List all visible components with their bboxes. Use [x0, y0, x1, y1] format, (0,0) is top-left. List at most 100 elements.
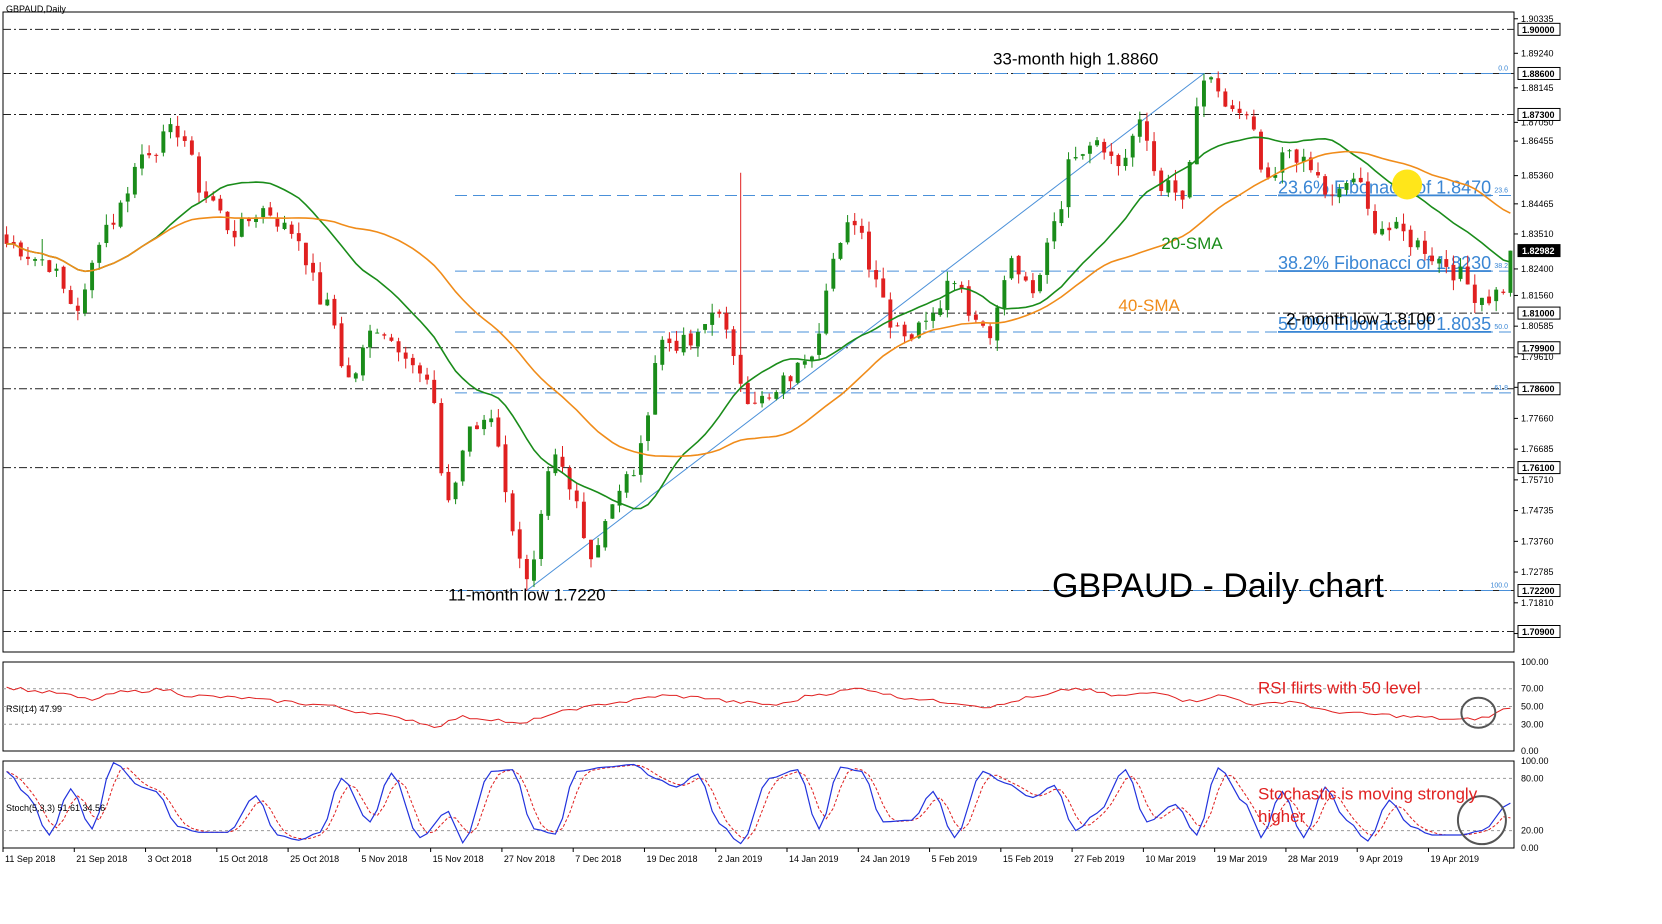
- candle-body: [603, 521, 608, 548]
- candle-body: [838, 242, 843, 259]
- time-tick-label: 5 Nov 2018: [361, 854, 407, 864]
- candle-body: [254, 217, 258, 223]
- fib-ratio-label: 50.0: [1494, 324, 1508, 331]
- fib-callout: 23.6% Fibonacci of 1.8470: [1278, 177, 1491, 197]
- candle-body: [1351, 178, 1356, 183]
- candle-body: [1002, 280, 1007, 309]
- time-tick-label: 25 Oct 2018: [290, 854, 339, 864]
- candle-body: [795, 362, 800, 383]
- candle-body: [1123, 157, 1128, 167]
- price-level-label: 1.82982: [1522, 246, 1555, 256]
- candle-body: [425, 374, 430, 380]
- candle-body: [1059, 209, 1064, 224]
- candle-body: [389, 337, 394, 341]
- candle-body: [225, 211, 230, 231]
- candle-body: [132, 166, 137, 195]
- candle-body: [211, 196, 216, 201]
- candle-body: [1244, 114, 1249, 116]
- candle-body: [845, 222, 850, 243]
- sma40-line: [6, 150, 1511, 458]
- candle-body: [1394, 221, 1399, 229]
- candle-body: [681, 334, 686, 353]
- candle-body: [489, 418, 494, 423]
- candle-body: [781, 375, 786, 394]
- candle-body: [246, 218, 251, 222]
- candle-body: [653, 363, 658, 415]
- time-axis: 11 Sep 2018 21 Sep 2018 3 Oct 2018 15 Oct 2…: [2, 848, 1479, 864]
- candle-body: [296, 233, 301, 242]
- symbol-label: GBPAUD,Daily: [6, 4, 66, 14]
- candle-body: [546, 471, 551, 516]
- time-tick-label: 14 Jan 2019: [789, 854, 839, 864]
- price-level-label: 1.79900: [1522, 343, 1555, 353]
- candle-body: [553, 454, 558, 474]
- candle-body: [1030, 280, 1035, 294]
- candle-body: [1216, 78, 1221, 92]
- price-tick-label: 1.83510: [1521, 229, 1554, 239]
- candle-body: [417, 365, 422, 374]
- candle-body: [1130, 135, 1135, 158]
- candle-body: [738, 354, 743, 384]
- candle-body: [1401, 223, 1406, 232]
- candle-body: [18, 242, 23, 257]
- price-level-label: 1.72200: [1522, 586, 1555, 596]
- fib-ratio-label: 61.8: [1494, 385, 1508, 392]
- candle-body: [239, 218, 244, 237]
- candle-body: [1444, 259, 1449, 267]
- candle-body: [703, 324, 708, 330]
- candle-body: [560, 456, 565, 467]
- price-tick-label: 1.88145: [1521, 83, 1554, 93]
- candle-body: [895, 325, 900, 327]
- candle-body: [710, 312, 715, 325]
- chart-title: GBPAUD - Daily chart: [1052, 567, 1384, 605]
- candle-body: [874, 270, 879, 280]
- candle-body: [360, 347, 365, 376]
- candle-body: [638, 443, 643, 475]
- candle-body: [1102, 141, 1107, 153]
- candle-body: [1180, 190, 1185, 200]
- candle-body: [218, 198, 223, 211]
- price-level-box: [1517, 625, 1561, 639]
- price-level-box: [1517, 306, 1561, 320]
- candle-body: [1337, 188, 1342, 198]
- candle-body: [353, 373, 358, 379]
- rsi-tick-label: 50.00: [1521, 702, 1544, 712]
- candle-body: [496, 417, 501, 447]
- price-tick-label: 1.72785: [1521, 567, 1554, 577]
- price-level-box: [1517, 382, 1561, 396]
- fib-ratio-label: 23.6: [1494, 187, 1508, 194]
- candle-body: [589, 539, 593, 560]
- candle-body: [745, 382, 750, 405]
- candle-body: [1116, 155, 1121, 167]
- candle-body: [1501, 291, 1506, 293]
- candle-body: [311, 262, 316, 273]
- candle-body: [1472, 284, 1477, 303]
- candle-body: [1430, 255, 1434, 262]
- price-annotation: 20-SMA: [1161, 234, 1223, 253]
- candle-body: [1316, 172, 1320, 176]
- candle-body: [282, 222, 287, 229]
- candle-body: [817, 333, 822, 355]
- stoch-tick-label: 0.00: [1521, 843, 1539, 853]
- candle-body: [981, 321, 985, 326]
- candle-body: [788, 376, 793, 382]
- price-annotation: 2-month low 1.8100: [1286, 309, 1435, 328]
- candle-body: [410, 357, 415, 366]
- candle-body: [1330, 194, 1335, 196]
- price-level-label: 1.70900: [1522, 627, 1555, 637]
- candle-body: [104, 224, 109, 243]
- price-level-label: 1.87300: [1522, 110, 1555, 120]
- candle-body: [959, 284, 964, 289]
- price-tick-label: 1.81560: [1521, 290, 1554, 300]
- candle-body: [111, 222, 116, 225]
- candle-body: [1137, 119, 1142, 137]
- price-level-box: [1517, 461, 1561, 475]
- fib-trend-line: [526, 73, 1205, 591]
- stoch-callout-line1: Stochastic is moving strongly: [1258, 784, 1478, 803]
- candle-body: [945, 280, 950, 311]
- time-tick-label: 10 Mar 2019: [1145, 854, 1196, 864]
- sma-crossover-highlight: [1392, 169, 1423, 200]
- candle-body: [232, 230, 237, 238]
- candle-body: [1259, 131, 1263, 170]
- candle-body: [581, 501, 586, 539]
